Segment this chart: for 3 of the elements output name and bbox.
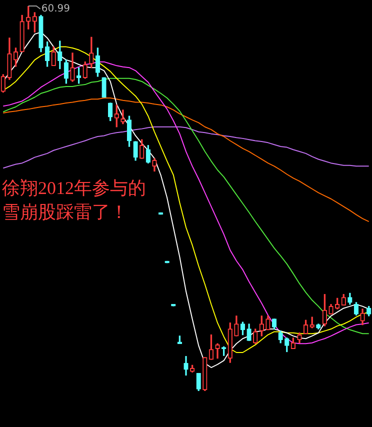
- text: 徐翔2012年参与的雪崩股踩雷了！: [2, 177, 147, 224]
- candlestick: [120, 110, 126, 124]
- annotation: 60.99: [41, 4, 70, 15]
